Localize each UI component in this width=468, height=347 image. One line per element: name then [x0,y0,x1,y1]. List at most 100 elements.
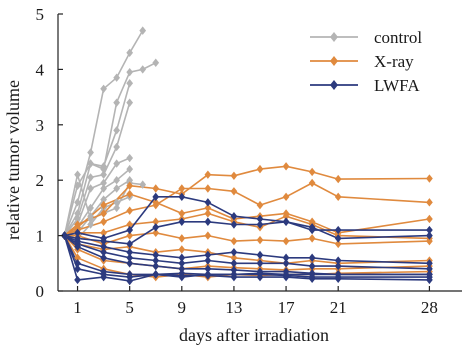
x-ray-point [334,239,342,249]
lwfa-point [74,228,81,238]
x-ray-point [152,228,160,238]
control-point [74,181,81,190]
control-point [113,184,121,193]
control-point [87,148,94,157]
x-ray-point [282,162,290,171]
lwfa-point [100,242,107,251]
control-point [74,198,81,207]
x-ray-point [152,198,160,207]
control-point [126,98,134,107]
x-ray-point [204,170,212,179]
x-ray-point [126,181,134,190]
lwfa-point [126,276,134,286]
y-tick-label: 0 [36,282,45,301]
x-ray-point [126,206,134,215]
control-point [139,65,147,74]
y-tick-label: 4 [36,60,45,79]
x-ray-point [426,198,433,207]
x-ray-point [100,209,107,218]
legend-marker-control [330,32,338,42]
x-ray-point [100,228,107,238]
lwfa-point [204,217,212,226]
lwfa-point [152,270,160,279]
lwfa-point [204,270,212,279]
lwfa-point [256,269,264,278]
lwfa-point [282,259,290,268]
control-point [87,203,94,213]
x-ray-point [426,174,433,183]
legend: control X-ray LWFA [310,28,422,95]
x-ray-point [282,192,290,202]
lwfa-point [100,272,107,282]
legend-label-control: control [374,28,422,47]
lwfa-point [178,259,186,268]
lwfa-point [282,253,290,262]
lwfa-point [178,192,186,202]
x-ray-point [334,174,342,184]
x-ray-point [204,203,212,213]
lwfa-point [74,242,81,251]
lwfa-point [426,225,433,235]
x-tick-label: 13 [225,298,242,317]
control-point [126,79,134,88]
lwfa-point [334,261,342,271]
control-point [87,173,94,182]
x-ray-point [178,234,186,243]
lwfa-point [256,259,264,268]
control-point [100,195,107,204]
lwfa-point [152,256,160,265]
control-point [139,26,147,35]
control-point [113,159,121,168]
lwfa-point [152,223,160,232]
x-tick-label: 28 [421,298,438,317]
control-point [74,209,81,218]
x-ray-point [100,217,107,226]
control-point [87,159,94,168]
lwfa-point [61,231,68,240]
control-point [74,170,81,179]
x-ray-point [256,200,264,210]
x-ray-point [334,192,342,202]
x-ray-point [204,231,212,240]
lwfa-point [256,214,264,224]
lwfa-point [178,217,186,226]
x-ray-point [126,220,134,229]
x-ray-point [308,167,316,177]
lwfa-point [426,264,433,274]
lwfa-point [308,270,316,279]
lwfa-point [152,261,160,271]
x-ray-point [126,231,134,240]
lwfa-point [334,270,342,279]
x-tick-label: 21 [330,298,347,317]
lwfa-point [230,248,238,257]
lwfa-point [230,270,238,279]
lwfa-point [204,250,212,260]
lwfa-point [282,270,290,279]
x-ray-point [230,236,238,246]
lwfa-point [100,253,107,262]
lwfa-point [426,231,433,240]
lwfa-point [178,272,186,282]
lwfa-point [126,259,134,268]
lwfa-point [100,236,107,246]
x-ray-point [204,184,212,193]
lwfa-point [230,265,238,275]
lwfa-point [126,253,134,262]
lwfa-point [230,220,238,229]
control-point [113,203,121,213]
lwfa-point [152,250,160,260]
x-ray-point [126,189,134,199]
control-point [100,84,107,93]
lwfa-point [204,264,212,274]
x-ray-point [230,253,238,262]
control-line-4 [63,102,131,237]
control-point [100,162,107,171]
lwfa-point [334,225,342,235]
x-axis-label: days after irradiation [179,325,329,345]
control-point [87,214,94,224]
lwfa-point [204,198,212,207]
x-ray-point [178,209,186,218]
y-tick-label: 5 [36,5,45,24]
lwfa-point [152,192,160,202]
